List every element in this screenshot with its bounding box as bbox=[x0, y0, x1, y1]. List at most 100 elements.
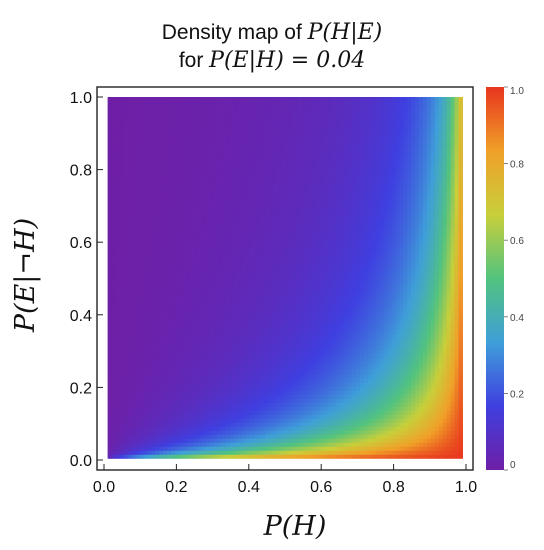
heatmap-cell bbox=[170, 381, 176, 387]
heatmap-cell bbox=[190, 289, 195, 295]
heatmap-cell bbox=[210, 245, 215, 251]
heatmap-cell bbox=[170, 426, 176, 431]
heatmap-cell bbox=[300, 249, 306, 255]
heatmap-cell bbox=[119, 345, 124, 351]
heatmap-cell bbox=[210, 305, 215, 311]
heatmap-cell bbox=[355, 293, 361, 299]
heatmap-cell bbox=[285, 406, 290, 411]
heatmap-cell bbox=[269, 406, 274, 411]
heatmap-cell bbox=[131, 301, 136, 307]
heatmap-cell bbox=[281, 345, 286, 351]
heatmap-cell bbox=[304, 253, 310, 259]
heatmap-cell bbox=[324, 309, 329, 315]
heatmap-cell bbox=[430, 281, 436, 287]
heatmap-cell bbox=[332, 289, 337, 295]
heatmap-cell bbox=[399, 450, 404, 455]
heatmap-cell bbox=[332, 438, 337, 443]
heatmap-cell bbox=[438, 414, 444, 419]
heatmap-cell bbox=[135, 438, 140, 443]
heatmap-cell bbox=[225, 389, 231, 395]
heatmap-cell bbox=[178, 349, 184, 355]
heatmap-cell bbox=[312, 438, 318, 443]
heatmap-cell bbox=[237, 257, 243, 263]
heatmap-cell bbox=[170, 341, 176, 347]
heatmap-cell bbox=[139, 241, 144, 247]
heatmap-cell bbox=[253, 309, 259, 315]
heatmap-cell bbox=[115, 402, 121, 407]
heatmap-cell bbox=[221, 281, 227, 287]
heatmap-cell bbox=[367, 381, 373, 387]
heatmap-cell bbox=[281, 442, 286, 447]
heatmap-cell bbox=[387, 285, 393, 291]
heatmap-cell bbox=[253, 253, 259, 259]
heatmap-cell bbox=[292, 406, 298, 411]
heatmap-cell bbox=[281, 381, 286, 387]
heatmap-cell bbox=[190, 414, 195, 419]
heatmap-cell bbox=[174, 442, 180, 447]
heatmap-cell bbox=[422, 422, 428, 427]
heatmap-cell bbox=[221, 349, 227, 355]
heatmap-cell bbox=[371, 349, 377, 355]
heatmap-cell bbox=[253, 249, 259, 255]
heatmap-cell bbox=[344, 237, 349, 243]
heatmap-cell bbox=[379, 297, 385, 303]
heatmap-cell bbox=[269, 454, 274, 459]
heatmap-cell bbox=[300, 389, 306, 395]
heatmap-cell bbox=[304, 245, 310, 251]
heatmap-cell bbox=[202, 337, 207, 343]
heatmap-cell bbox=[292, 385, 298, 391]
heatmap-cell bbox=[367, 329, 373, 335]
heatmap-cell bbox=[127, 357, 132, 363]
heatmap-cell bbox=[233, 377, 239, 383]
heatmap-cell bbox=[107, 337, 113, 343]
heatmap-cell bbox=[359, 353, 365, 359]
heatmap-cell bbox=[371, 426, 377, 431]
heatmap-cell bbox=[241, 293, 247, 299]
heatmap-cell bbox=[344, 253, 349, 259]
heatmap-cell bbox=[221, 249, 227, 255]
heatmap-cell bbox=[383, 281, 389, 287]
heatmap-cell bbox=[422, 269, 428, 275]
heatmap-cell bbox=[375, 349, 381, 355]
heatmap-cell bbox=[194, 265, 199, 271]
heatmap-cell bbox=[186, 257, 191, 263]
heatmap-cell bbox=[281, 241, 286, 247]
heatmap-cell bbox=[269, 329, 274, 335]
heatmap-cell bbox=[415, 237, 420, 243]
heatmap-cell bbox=[344, 249, 349, 255]
heatmap-cell bbox=[214, 442, 219, 447]
heatmap-cell bbox=[174, 293, 180, 299]
heatmap-cell bbox=[328, 313, 333, 319]
heatmap-cell bbox=[214, 418, 219, 423]
heatmap-cell bbox=[241, 245, 247, 251]
heatmap-cell bbox=[225, 402, 231, 407]
heatmap-cell bbox=[352, 241, 357, 247]
heatmap-cell bbox=[217, 389, 223, 395]
heatmap-cell bbox=[430, 442, 436, 447]
heatmap-cell bbox=[225, 293, 231, 299]
heatmap-cell bbox=[237, 353, 243, 359]
heatmap-cell bbox=[300, 329, 306, 335]
heatmap-cell bbox=[407, 454, 412, 459]
heatmap-cell bbox=[363, 269, 369, 275]
heatmap-cell bbox=[411, 402, 416, 407]
heatmap-cell bbox=[281, 446, 286, 451]
heatmap-cell bbox=[442, 333, 448, 339]
heatmap-cell bbox=[202, 321, 207, 327]
heatmap-cell bbox=[269, 277, 274, 283]
heatmap-cell bbox=[229, 293, 235, 299]
heatmap-cell bbox=[154, 233, 160, 239]
heatmap-cell bbox=[320, 406, 326, 411]
heatmap-cell bbox=[158, 329, 164, 335]
heatmap-cell bbox=[217, 265, 223, 271]
heatmap-cell bbox=[115, 313, 121, 319]
heatmap-cell bbox=[403, 265, 408, 271]
heatmap-cell bbox=[241, 273, 247, 279]
heatmap-cell bbox=[150, 418, 156, 423]
heatmap-cell bbox=[143, 454, 148, 459]
heatmap-cell bbox=[123, 438, 128, 443]
heatmap-cell bbox=[166, 269, 172, 275]
heatmap-cell bbox=[174, 446, 180, 451]
heatmap-cell bbox=[178, 337, 184, 343]
heatmap-cell bbox=[434, 269, 440, 275]
